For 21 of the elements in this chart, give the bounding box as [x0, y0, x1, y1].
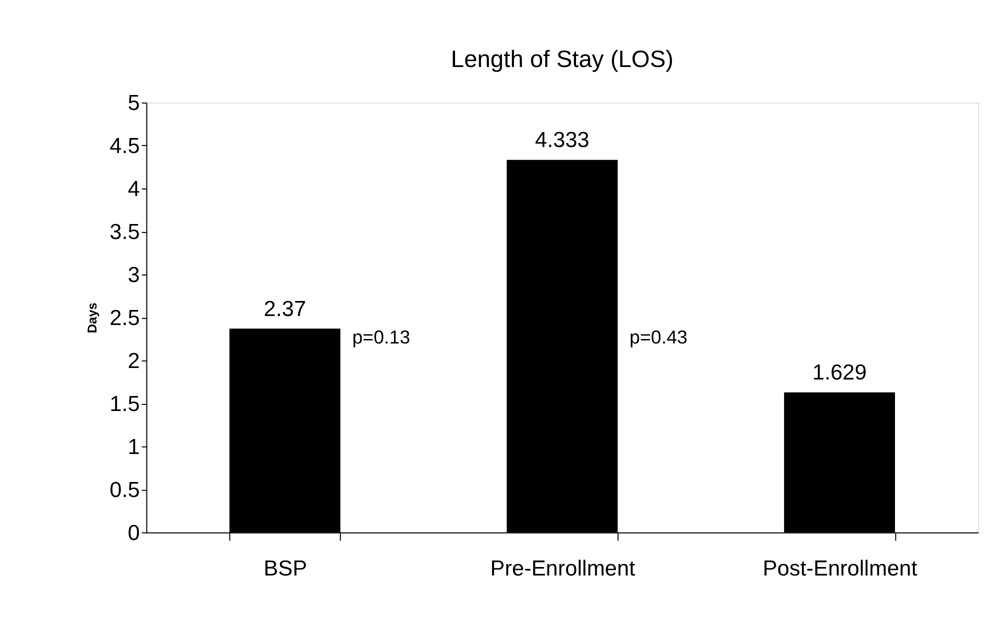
data-label: 1.629	[812, 359, 867, 384]
annotation: p=0.43	[630, 326, 688, 348]
data-label: 4.333	[535, 127, 590, 152]
y-tick-label: 1.5	[110, 390, 140, 416]
y-tick-label: 0.5	[110, 476, 140, 502]
y-tick-label: 4	[128, 176, 140, 201]
chart-title: Length of Stay (LOS)	[450, 46, 674, 73]
y-tick-label: 2	[128, 348, 140, 373]
y-axis-title: Days	[84, 302, 100, 334]
y-tick-label: 1	[128, 434, 140, 459]
y-tick-label: 2.5	[110, 304, 140, 330]
y-tick-label: 0	[128, 520, 140, 545]
y-tick-label: 4.5	[110, 132, 140, 158]
y-tick-label: 3.5	[110, 218, 140, 244]
y-tick-label: 5	[128, 90, 140, 115]
annotation: p=0.13	[352, 326, 410, 348]
x-tick-label: Pre-Enrollment	[490, 555, 636, 580]
x-tick-label: BSP	[264, 555, 308, 580]
data-label: 2.37	[264, 296, 306, 321]
y-tick-label: 3	[128, 262, 140, 287]
x-tick-label: Post-Enrollment	[762, 555, 918, 580]
